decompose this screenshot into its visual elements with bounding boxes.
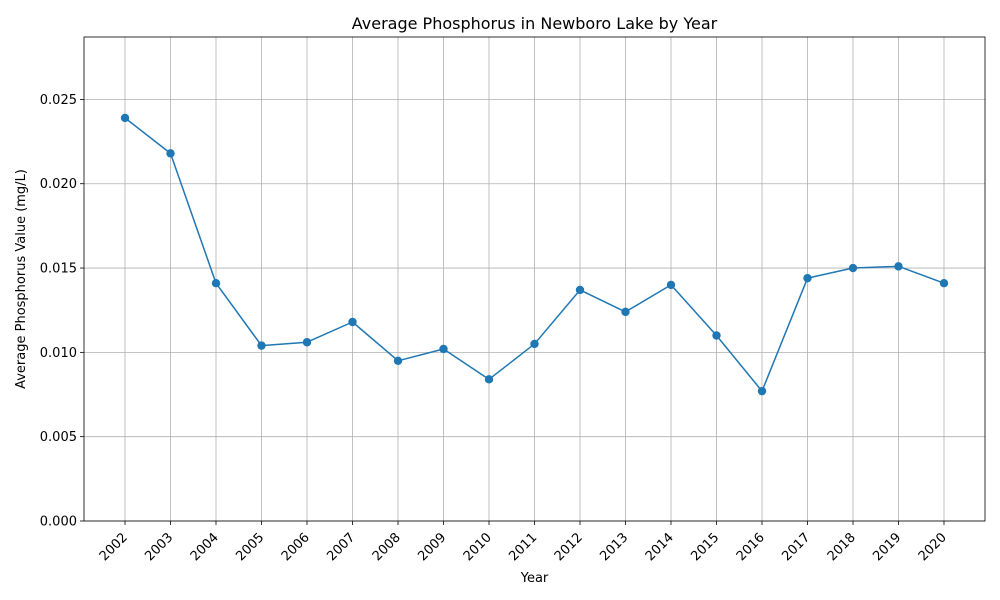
y-tick-label: 0.020	[40, 177, 77, 192]
x-tick-label: 2005	[233, 530, 267, 564]
y-axis-label: Average Phosphorus Value (mg/L)	[14, 169, 29, 389]
x-tick-label: 2014	[643, 530, 677, 564]
y-tick-label: 0.015	[40, 262, 77, 277]
x-tick-label: 2019	[870, 530, 904, 564]
data-point	[211, 279, 221, 288]
data-point	[666, 280, 676, 290]
data-point	[803, 273, 812, 283]
x-tick-label: 2018	[825, 530, 859, 564]
data-point	[712, 331, 721, 340]
y-tick-label: 0.025	[40, 93, 77, 108]
data-point	[257, 341, 266, 350]
data-point	[621, 307, 630, 317]
data-point	[530, 339, 539, 349]
data-point	[348, 317, 357, 327]
x-tick-label: 2016	[734, 530, 768, 564]
x-axis-label: Year	[520, 571, 549, 586]
data-point	[894, 262, 903, 271]
x-tick-label: 2009	[415, 530, 449, 564]
y-tick-label: 0.005	[40, 430, 77, 445]
x-tick-label: 2003	[142, 530, 176, 564]
x-tick-label: 2017	[779, 530, 813, 564]
x-tick-label: 2008	[370, 530, 404, 564]
x-tick-label: 2010	[461, 530, 495, 564]
y-axis-ticks: 0.000 0.005 0.010 0.015 0.020 0.025	[40, 93, 84, 530]
data-point	[439, 344, 448, 354]
y-tick-label: 0.000	[40, 515, 77, 530]
data-point	[166, 149, 175, 158]
data-point	[120, 113, 130, 123]
data-point	[848, 263, 858, 273]
data-point	[939, 279, 949, 288]
data-point	[484, 375, 494, 384]
x-tick-label: 2004	[188, 530, 222, 564]
x-axis-ticks: 2002 2003 2004 2005 2006 2007 2008 2009 2010 2011…	[97, 521, 950, 564]
x-tick-label: 2015	[688, 530, 722, 564]
data-point	[575, 285, 585, 295]
x-tick-label: 2012	[552, 530, 586, 564]
x-tick-label: 2011	[506, 530, 540, 564]
series-group	[120, 113, 949, 396]
chart-title: Average Phosphorus in Newboro Lake by Ye…	[352, 14, 718, 33]
x-tick-label: 2006	[279, 530, 313, 564]
data-point	[302, 338, 312, 347]
x-tick-label: 2002	[97, 530, 131, 564]
x-tick-label: 2013	[597, 530, 631, 564]
x-tick-label: 2007	[324, 530, 358, 564]
x-tick-label: 2020	[916, 530, 950, 564]
data-point	[393, 356, 403, 365]
data-point	[757, 386, 767, 396]
y-tick-label: 0.010	[40, 346, 77, 361]
